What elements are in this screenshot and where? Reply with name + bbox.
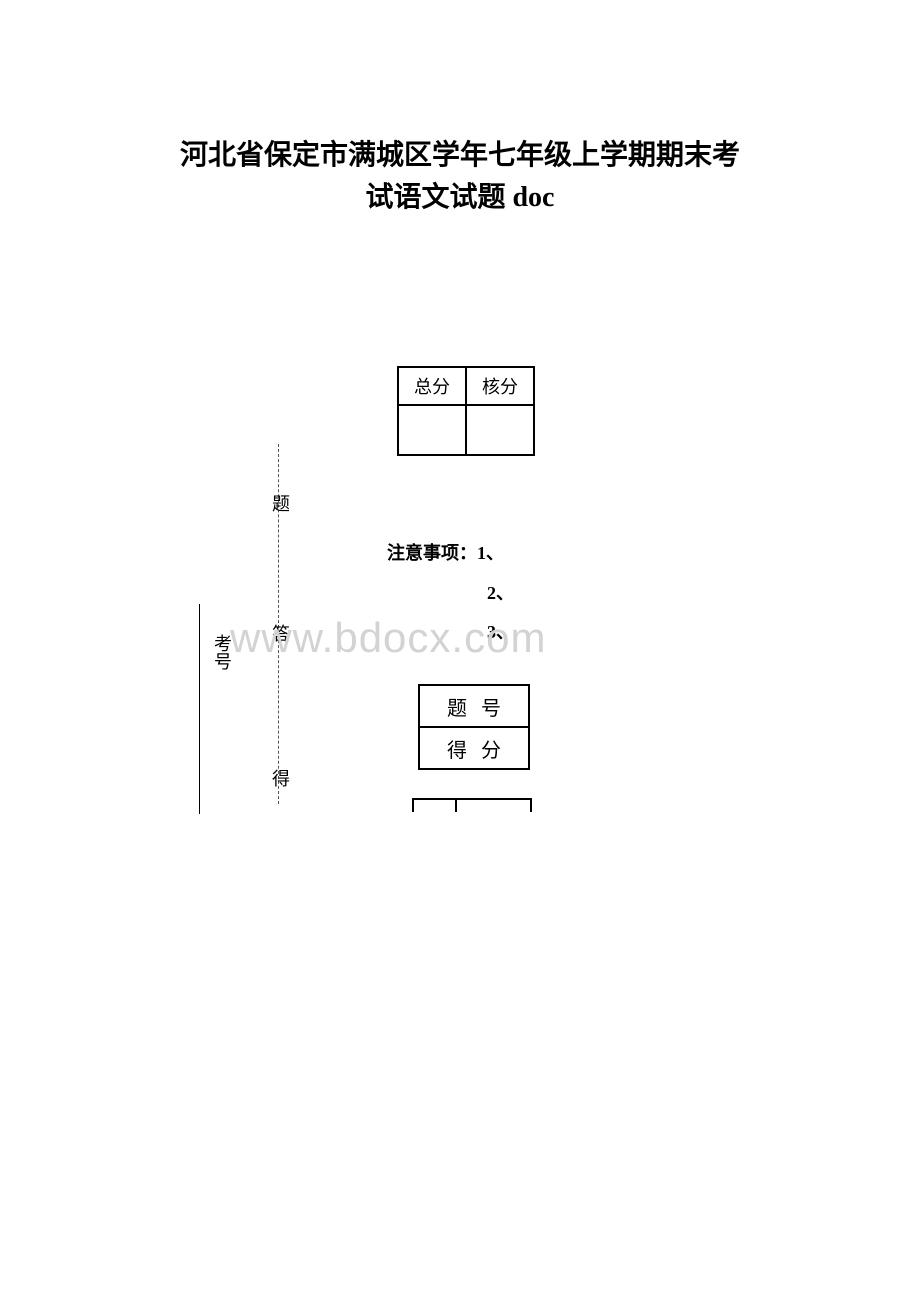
score-cell-check [466, 405, 534, 455]
partial-table-divider [455, 798, 457, 812]
label-de: 得 [267, 769, 293, 787]
notes-label: 注意事项： [387, 534, 477, 574]
scanned-exam-image: 考号 题 答 得 总分 核分 注意事项：1、 2、 3、 www.bdocx.c… [170, 244, 750, 824]
score-header-check: 核分 [466, 367, 534, 405]
score-cell-total [398, 405, 466, 455]
qnum-score: 得分 [419, 727, 529, 769]
vertical-line-outer [199, 604, 200, 814]
title-line-2: 试语文试题 doc [0, 177, 920, 219]
title-line-1: 河北省保定市满城区学年七年级上学期期末考 [0, 135, 920, 177]
question-number-table: 题号 得分 [418, 684, 530, 770]
watermark-text: www.bdocx.com [230, 614, 546, 662]
score-table: 总分 核分 [397, 366, 535, 456]
label-ti: 题 [267, 494, 293, 512]
partial-table-bottom [412, 798, 532, 812]
notes-item-2: 2、 [487, 574, 514, 614]
notes-line-1: 注意事项：1、 [387, 534, 514, 574]
document-title: 河北省保定市满城区学年七年级上学期期末考 试语文试题 doc [0, 0, 920, 219]
qnum-header: 题号 [419, 685, 529, 727]
notes-item-1: 1、 [477, 543, 504, 563]
score-header-total: 总分 [398, 367, 466, 405]
